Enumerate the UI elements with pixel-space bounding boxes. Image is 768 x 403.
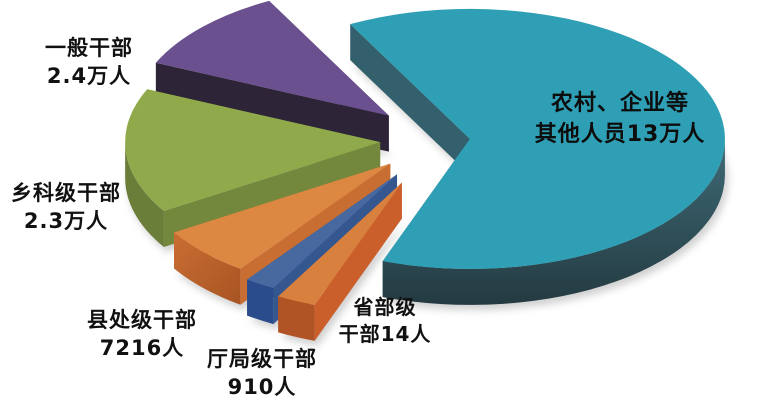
pie-slice-xianchu-rim (174, 232, 241, 305)
label-line1: 一般干部 (45, 36, 133, 60)
pie-slice-xianchu-top (174, 163, 391, 269)
label-yiban-ganbu: 一般干部 2.4万人 (14, 34, 164, 90)
pie-slice-xiangke-top (125, 89, 381, 212)
label-line2: 2.4万人 (46, 64, 132, 88)
pie-slice-nongcun-cut-face (350, 24, 470, 175)
pie-slice-yiban-cut-face (155, 62, 389, 152)
pie-slice-shengbu-rim (278, 296, 315, 341)
label-line2: 其他人员13万人 (534, 122, 706, 147)
pie-slices (125, 0, 725, 341)
label-line2: 2.3万人 (23, 209, 109, 233)
pie-slice-shengbu-top (278, 182, 402, 305)
pie-slice-yiban-top (155, 0, 389, 116)
label-line2: 7216人 (99, 336, 185, 360)
label-line1: 省部级 (353, 295, 417, 319)
label-xianchu-ganbu: 县处级干部 7216人 (56, 306, 228, 362)
pie-slice-tingju-rim (247, 279, 274, 325)
label-tingju-ganbu: 厅局级干部 910人 (176, 345, 348, 401)
label-nongcun-qiye: 农村、企业等 其他人员13万人 (498, 88, 742, 150)
label-line1: 乡科级干部 (11, 181, 121, 205)
pie-slice-tingju-cut-face (247, 174, 398, 316)
pie-slice-nongcun-top (350, 8, 725, 269)
label-line2: 910人 (227, 375, 297, 399)
pie-slice-nongcun-rim (382, 138, 725, 305)
label-line1: 农村、企业等 (550, 91, 689, 116)
pie-slice-xiangke-rim (125, 142, 164, 248)
pie-slice-tingju-top (247, 174, 398, 289)
label-xiangke-ganbu: 乡科级干部 2.3万人 (0, 179, 132, 235)
pie-slice-shengbu (278, 182, 402, 341)
label-line2: 干部14人 (338, 322, 432, 346)
label-line1: 厅局级干部 (207, 347, 317, 371)
pie-slice-nongcun (350, 8, 725, 305)
label-line1: 县处级干部 (87, 308, 197, 332)
pie-slice-yiban (155, 0, 389, 152)
label-shengbu-ganbu: 省部级 干部14人 (312, 294, 458, 348)
